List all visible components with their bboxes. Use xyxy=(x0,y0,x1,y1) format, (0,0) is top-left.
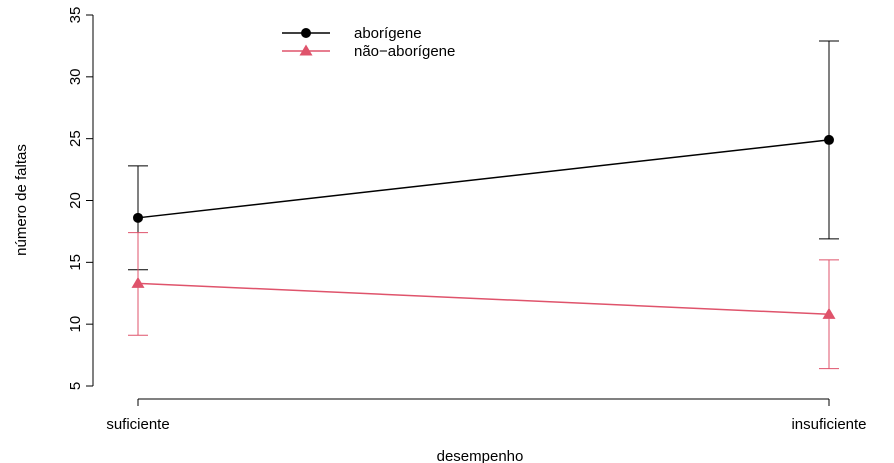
series-1 xyxy=(128,40,839,271)
y-tick-label: 20 xyxy=(67,192,84,209)
y-tick-label: 35 xyxy=(67,7,84,24)
x-tick-label: suficiente xyxy=(106,416,169,433)
series-2 xyxy=(128,232,839,370)
y-tick-label: 30 xyxy=(67,68,84,85)
y-axis: 5 10 15 20 25 30 35 xyxy=(67,7,94,390)
x-tick-label: insuficiente xyxy=(791,416,866,433)
data-point xyxy=(824,134,834,145)
data-point xyxy=(133,212,143,223)
y-tick-label: 25 xyxy=(67,130,84,147)
series-line xyxy=(137,139,830,219)
legend-marker xyxy=(299,44,313,56)
y-axis-title: número de faltas xyxy=(13,144,30,256)
y-tick-label: 10 xyxy=(67,316,84,333)
series-layer xyxy=(128,40,839,370)
legend-marker xyxy=(301,28,311,38)
y-tick-label: 15 xyxy=(67,254,84,271)
series-line xyxy=(137,282,830,316)
legend-label: aborígene xyxy=(354,25,422,42)
data-point xyxy=(131,276,145,288)
x-axis: suficiente insuficiente xyxy=(106,398,867,433)
x-axis-title: desempenho xyxy=(437,448,524,463)
data-point xyxy=(822,307,836,319)
legend-label: não−aborígene xyxy=(354,43,455,60)
y-tick-label: 5 xyxy=(67,382,84,390)
